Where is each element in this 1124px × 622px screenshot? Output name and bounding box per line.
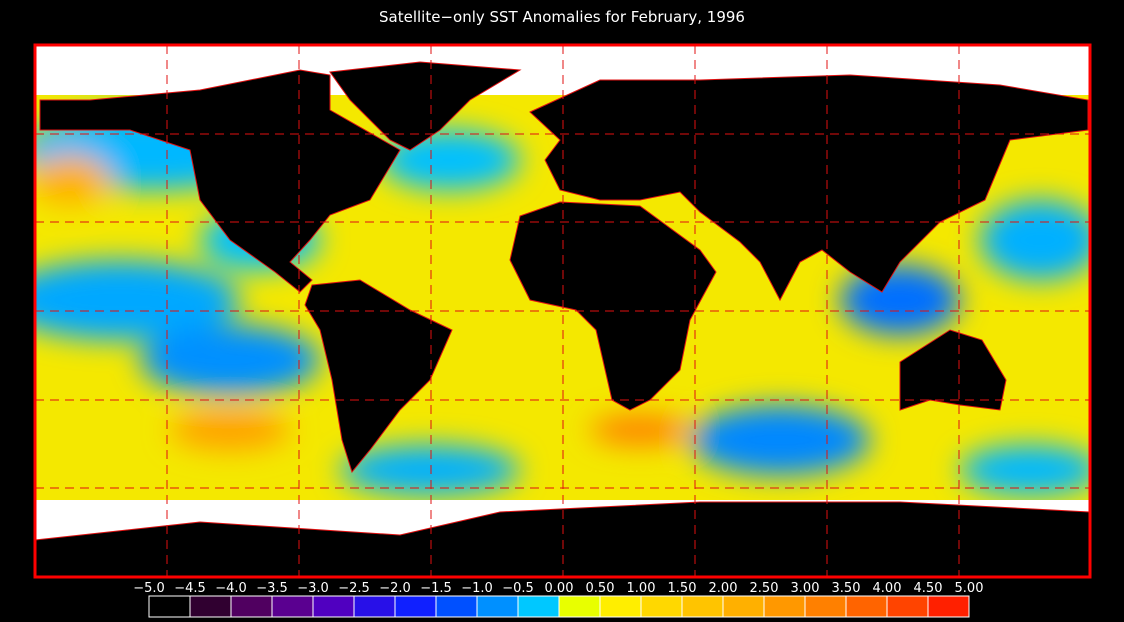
south-america: [304, 279, 453, 474]
color-swatch: [640, 595, 683, 618]
colorbar-tick-label: 5.00: [955, 581, 984, 596]
colorbar-tick-label: −4.0: [215, 581, 247, 596]
colorbar-tick-label: 1.00: [627, 581, 656, 596]
colorbar-tick-label: 2.00: [709, 581, 738, 596]
map-title: Satellite−only SST Anomalies for Februar…: [379, 8, 745, 26]
colorbar-tick-label: 4.50: [914, 581, 943, 596]
color-swatch: [845, 595, 888, 618]
color-swatch: [558, 595, 601, 618]
colorbar-tick-label: −4.5: [174, 581, 206, 596]
color-swatch: [681, 595, 724, 618]
color-swatch: [927, 595, 970, 618]
graticule: [35, 45, 1090, 577]
color-swatch: [230, 595, 273, 618]
color-swatch: [271, 595, 314, 618]
north-america: [39, 69, 401, 293]
colorbar-tick-label: −0.5: [502, 581, 534, 596]
color-swatch: [353, 595, 396, 618]
color-swatch: [722, 595, 765, 618]
colorbar-tick-label: −1.0: [461, 581, 493, 596]
color-swatch: [189, 595, 232, 618]
colorbar-tick-label: 3.50: [832, 581, 861, 596]
color-swatch: [435, 595, 478, 618]
colorbar-tick-label: 4.00: [873, 581, 902, 596]
colorbar-tick-label: −2.5: [338, 581, 370, 596]
color-swatch: [394, 595, 437, 618]
eurasia: [529, 74, 1089, 302]
colorbar-tick-label: 3.00: [791, 581, 820, 596]
color-swatch: [517, 595, 560, 618]
colorbar-tick-label: −3.0: [297, 581, 329, 596]
colorbar-tick-label: −5.0: [133, 581, 165, 596]
color-swatch: [763, 595, 806, 618]
australia: [899, 329, 1007, 411]
color-swatch: [476, 595, 519, 618]
colorbar: −5.0 −4.5 −4.0 −3.5 −3.0 −2.5 −2.0 −1.5 −1.0 −0.5…: [133, 581, 984, 618]
colorbar-tick-label: 2.50: [750, 581, 779, 596]
color-swatch: [312, 595, 355, 618]
colorbar-tick-label: 0.00: [545, 581, 574, 596]
colorbar-tick-label: 0.50: [586, 581, 615, 596]
color-swatch: [804, 595, 847, 618]
colorbar-tick-label: −3.5: [256, 581, 288, 596]
colorbar-tick-label: −2.0: [379, 581, 411, 596]
colorbar-tick-label: −1.5: [420, 581, 452, 596]
color-swatch: [148, 595, 191, 618]
colorbar-tick-label: 1.50: [668, 581, 697, 596]
sst-map: [35, 45, 1090, 577]
color-swatch: [886, 595, 929, 618]
map-frame: [33, 43, 1092, 579]
greenland: [329, 61, 522, 151]
color-swatch: [599, 595, 642, 618]
